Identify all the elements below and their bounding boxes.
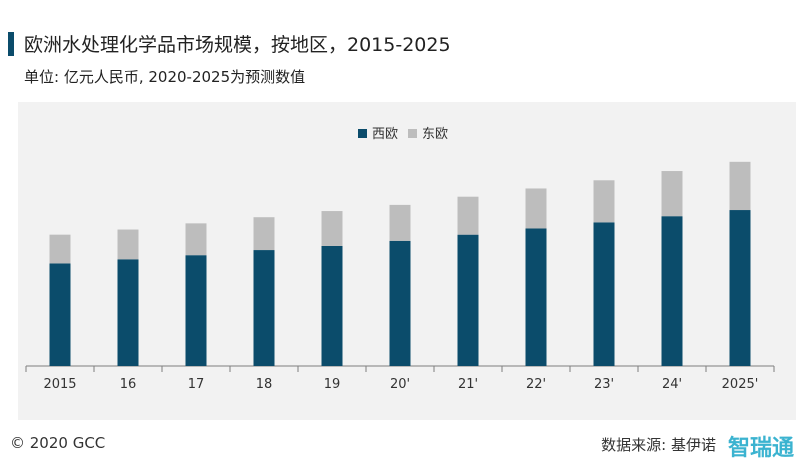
x-tick-label: 18 [256, 377, 273, 392]
x-tick-label: 2015 [43, 377, 76, 392]
x-tick-label: 23' [594, 377, 614, 392]
bar-west-10 [729, 210, 751, 366]
bar-west-1 [117, 259, 139, 366]
x-tick-label: 22' [526, 377, 546, 392]
legend-label-1: 东欧 [422, 127, 448, 142]
bar-east-10 [729, 161, 751, 211]
x-tick-label: 17 [188, 377, 205, 392]
bar-east-5 [389, 204, 411, 241]
bar-west-7 [525, 228, 547, 366]
bar-east-6 [457, 196, 479, 235]
legend-label-0: 西欧 [372, 127, 398, 142]
chart-title: 欧洲水处理化学品市场规模，按地区，2015-2025 [24, 34, 451, 56]
bar-west-0 [49, 263, 71, 366]
x-tick-label: 24' [662, 377, 682, 392]
bar-east-3 [253, 217, 275, 251]
copyright: © 2020 GCC [10, 434, 106, 452]
bar-west-8 [593, 222, 615, 366]
bar-west-6 [457, 234, 479, 366]
bar-east-0 [49, 234, 71, 264]
bar-west-2 [185, 255, 207, 366]
x-tick-label: 16 [120, 377, 137, 392]
x-tick-label: 19 [324, 377, 341, 392]
legend-swatch-1 [408, 129, 417, 138]
data-source: 数据来源: 基伊诺 [601, 436, 716, 454]
bar-west-4 [321, 245, 343, 366]
x-tick-label: 2025' [722, 377, 759, 392]
bar-east-1 [117, 229, 139, 260]
bar-west-5 [389, 240, 411, 366]
title-accent-bar [8, 32, 14, 56]
chart-subtitle: 单位: 亿元人民币, 2020-2025为预测数值 [24, 68, 306, 86]
bar-east-9 [661, 171, 683, 217]
bar-west-9 [661, 216, 683, 366]
x-tick-label: 20' [390, 377, 410, 392]
bar-east-4 [321, 211, 343, 246]
bar-east-2 [185, 223, 207, 256]
bar-west-3 [253, 250, 275, 366]
legend-swatch-0 [358, 129, 367, 138]
watermark-logo: 智瑞通 [727, 436, 794, 461]
x-tick-label: 21' [458, 377, 478, 392]
bar-east-8 [593, 180, 615, 223]
bar-east-7 [525, 188, 547, 229]
